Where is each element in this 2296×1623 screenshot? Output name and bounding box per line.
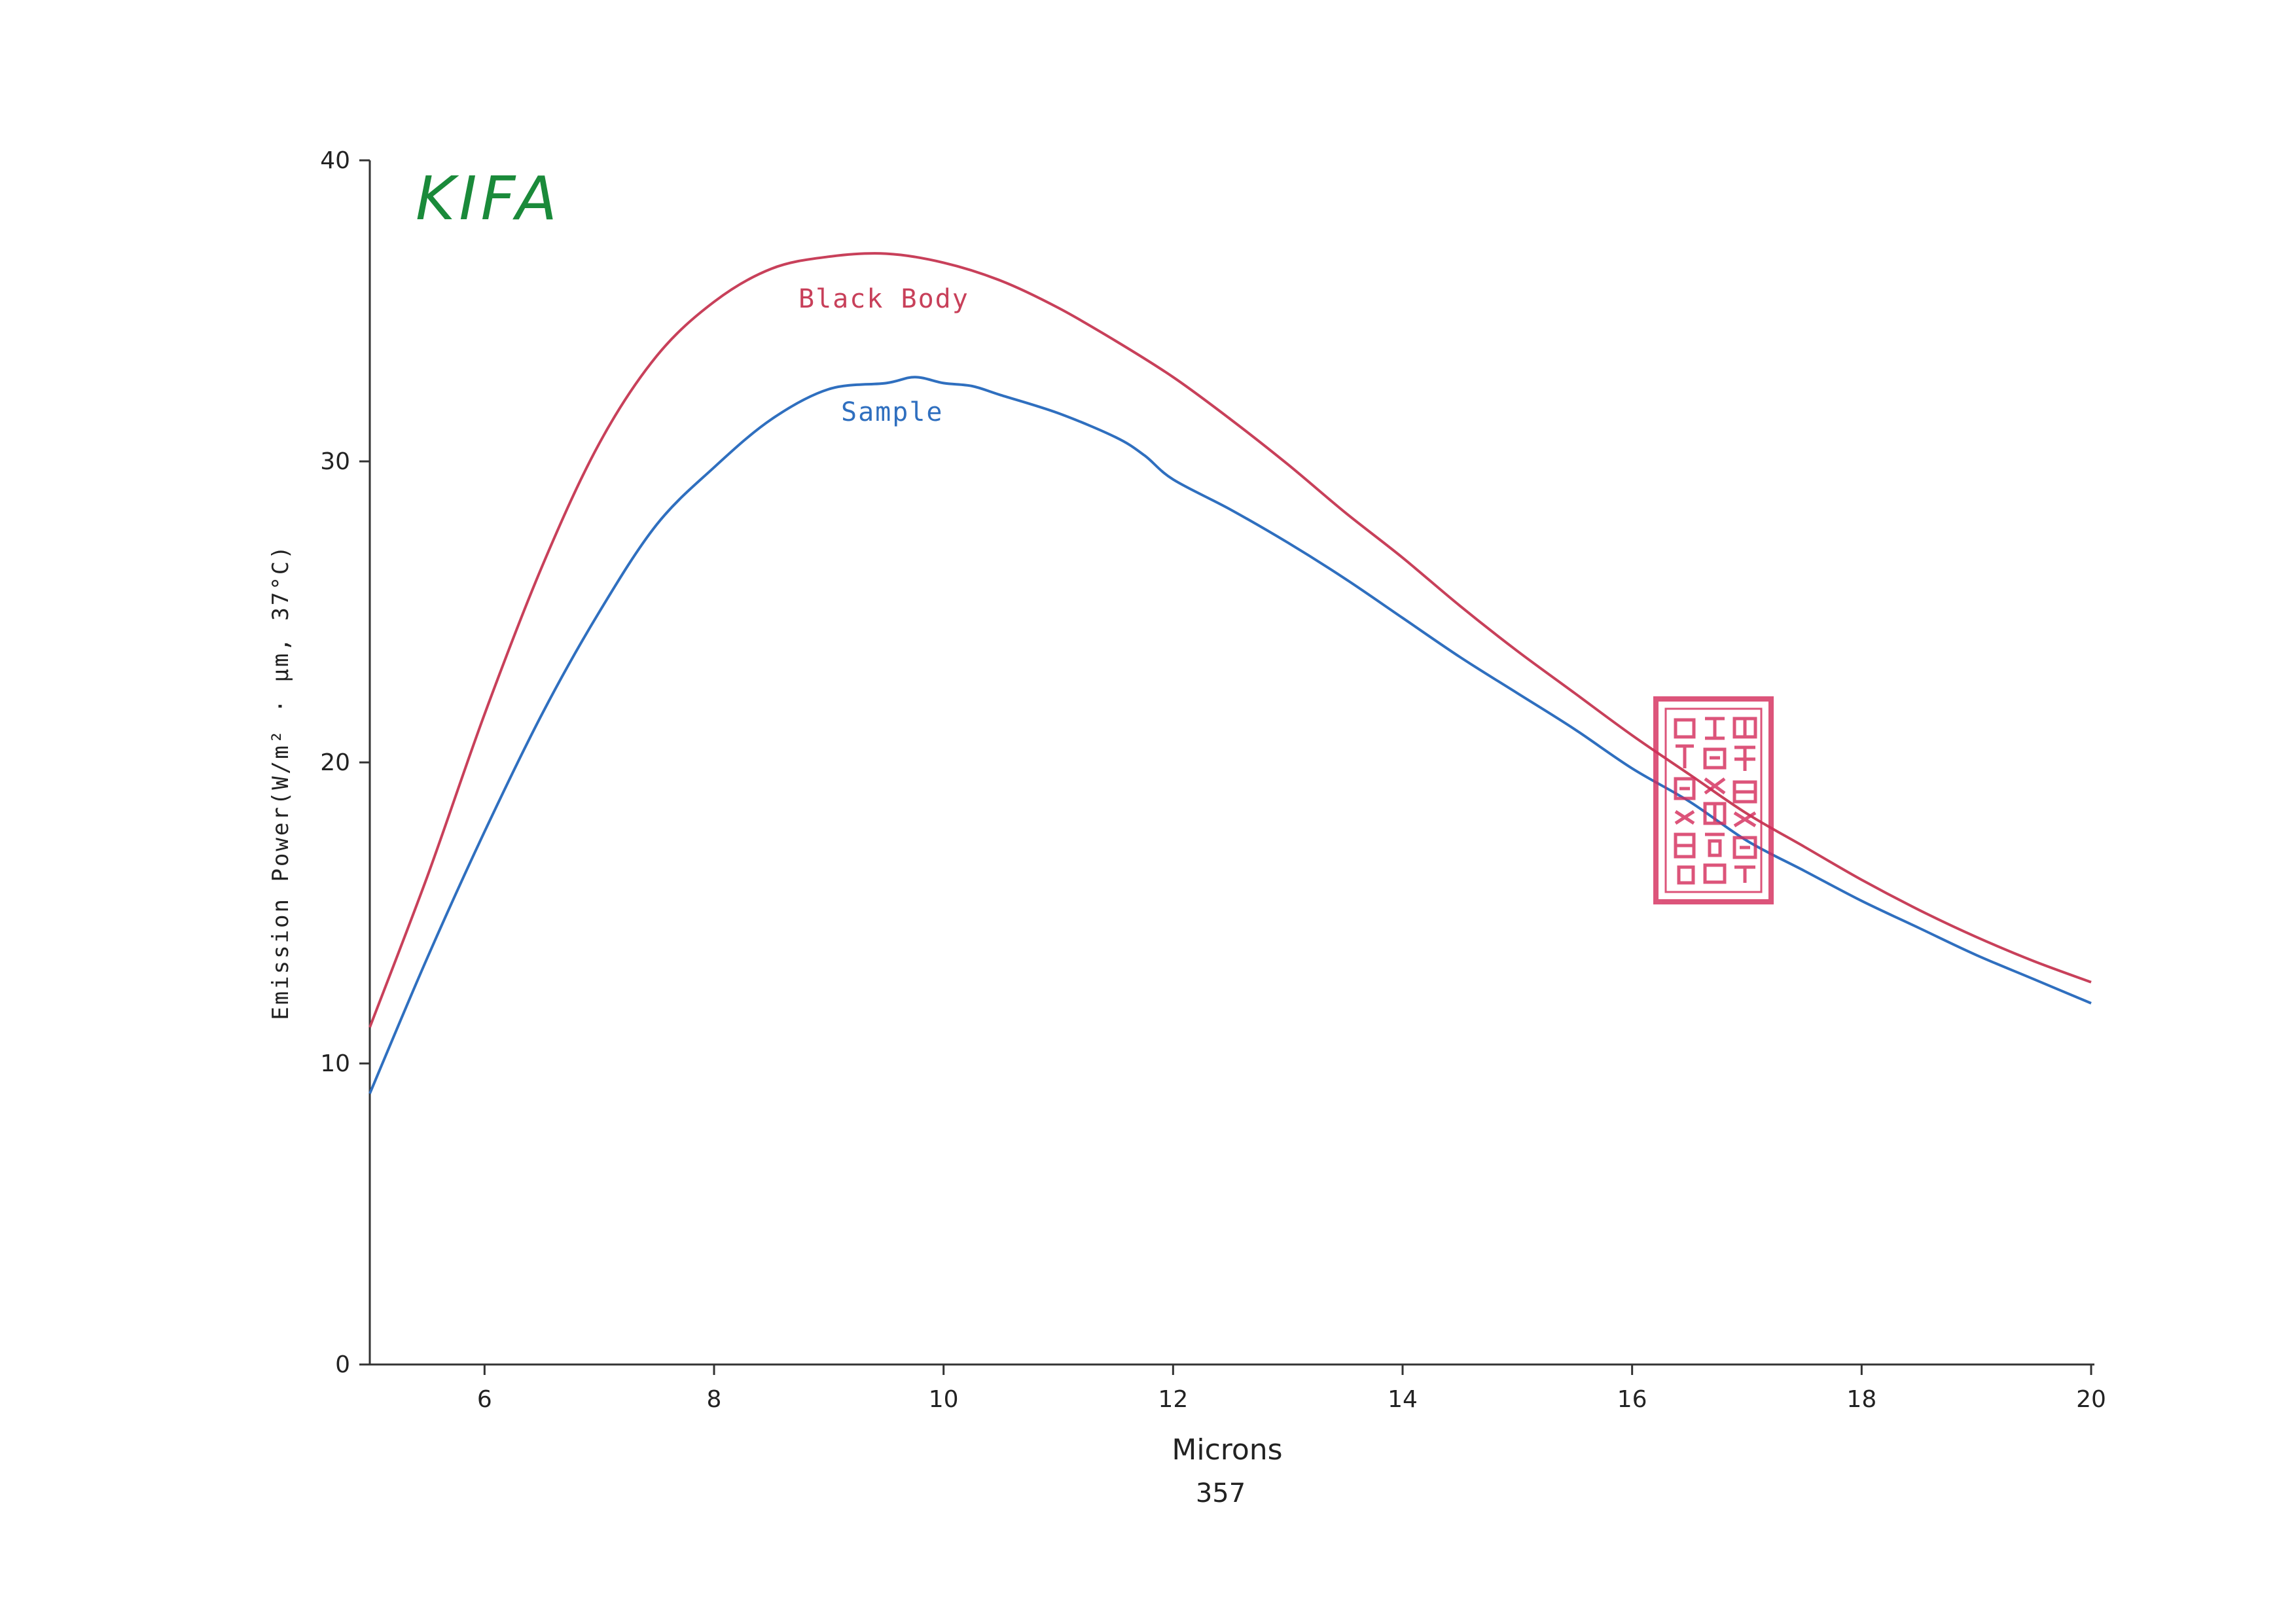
- x-axis-title: Microns: [1172, 1433, 1282, 1467]
- x-tick-label: 12: [1158, 1386, 1188, 1413]
- page-number: 357: [1196, 1478, 1246, 1508]
- x-tick-label: 14: [1388, 1386, 1418, 1413]
- x-tick-label: 6: [477, 1386, 492, 1413]
- seal-stamp: [1653, 696, 1774, 904]
- series-line-black-body: [368, 252, 2092, 1028]
- x-axis-ticks: 6 8 10 12 14 16 18 20: [477, 1364, 2106, 1413]
- y-tick-label: 30: [320, 448, 350, 475]
- y-tick-label: 40: [320, 147, 350, 174]
- y-tick-label: 10: [320, 1050, 350, 1077]
- x-tick-label: 20: [2076, 1386, 2106, 1413]
- x-tick-label: 10: [929, 1386, 959, 1413]
- x-tick-label: 8: [707, 1386, 722, 1413]
- series-line-sample: [368, 376, 2092, 1094]
- x-tick-label: 18: [1846, 1386, 1876, 1413]
- y-axis-title: Emission Power(W/m² · μm, 37°C): [268, 544, 294, 1020]
- y-tick-label: 20: [320, 749, 350, 776]
- series-label-sample: Sample: [841, 397, 944, 427]
- y-tick-label: 0: [335, 1351, 350, 1378]
- kifa-logo: KIFA: [416, 164, 561, 234]
- y-axis-ticks: 0 10 20 30 40: [320, 147, 370, 1378]
- series-label-black-body: Black Body: [798, 284, 969, 314]
- x-tick-label: 16: [1617, 1386, 1647, 1413]
